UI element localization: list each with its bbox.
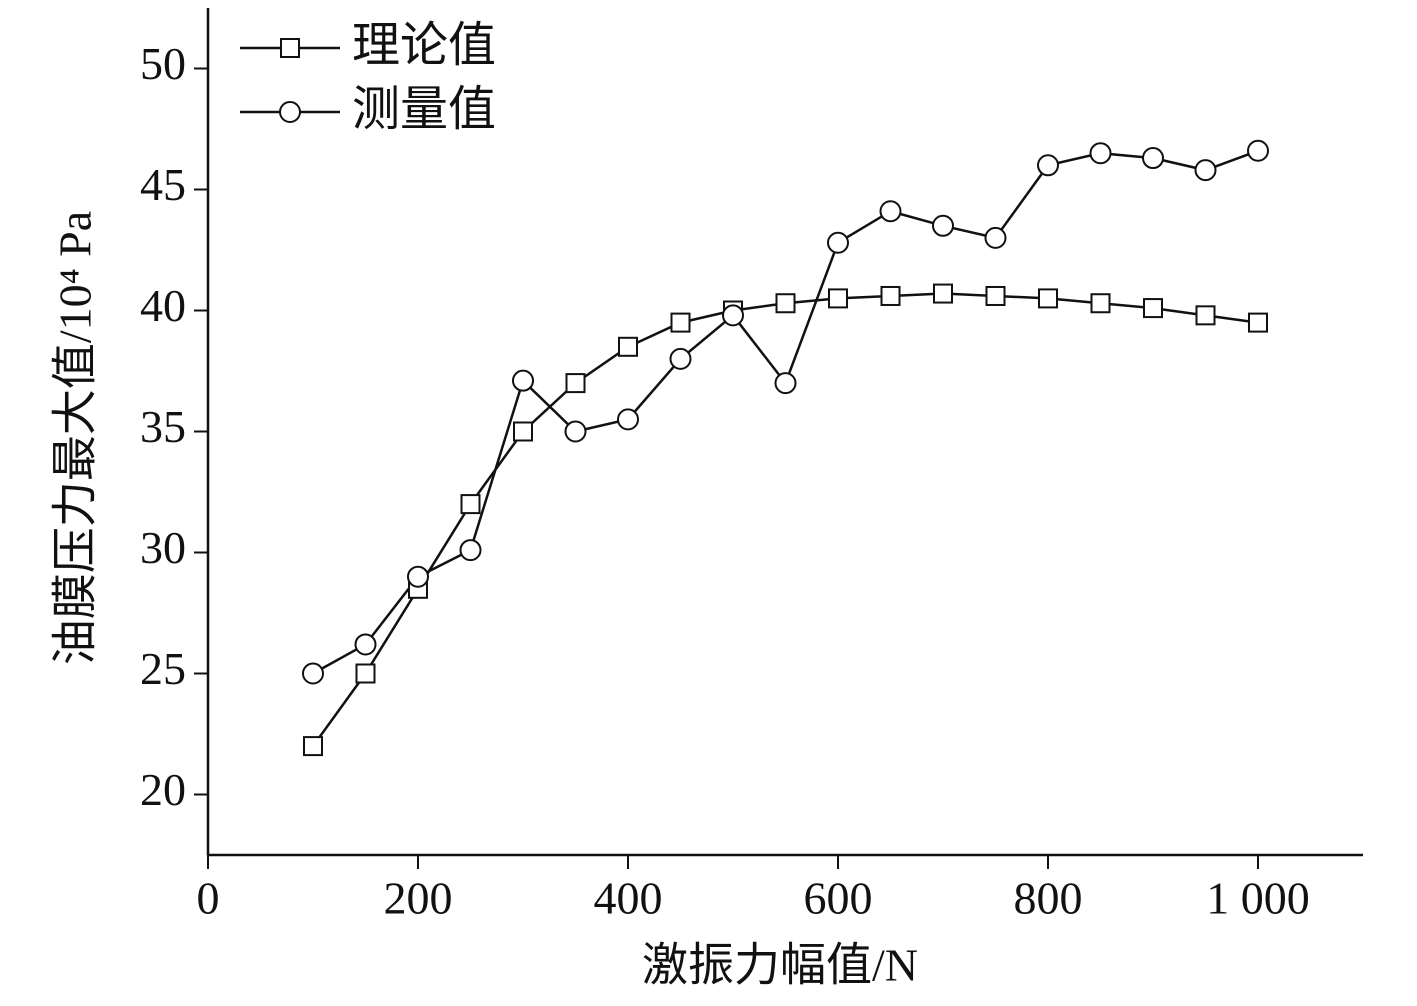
marker-square xyxy=(280,38,300,58)
marker-circle xyxy=(407,565,429,588)
marker-square xyxy=(775,293,796,314)
marker-circle xyxy=(459,539,482,562)
marker-square xyxy=(1195,305,1216,326)
marker-circle xyxy=(722,304,744,327)
marker-circle xyxy=(1194,159,1217,182)
marker-circle xyxy=(879,200,902,223)
y-tick-label: 30 xyxy=(140,522,186,573)
marker-circle xyxy=(564,420,587,443)
marker-square xyxy=(618,336,638,357)
marker-circle xyxy=(354,633,377,656)
marker-circle xyxy=(1142,147,1164,170)
x-tick-label: 200 xyxy=(384,873,453,924)
y-tick-label: 45 xyxy=(140,159,186,210)
marker-circle xyxy=(827,231,849,254)
y-tick-label: 25 xyxy=(140,643,186,694)
marker-circle xyxy=(617,408,639,431)
marker-circle xyxy=(1247,139,1269,162)
marker-circle xyxy=(774,372,797,395)
y-tick-label: 50 xyxy=(140,38,186,89)
y-tick-label: 35 xyxy=(140,401,186,452)
legend-label: 测量值 xyxy=(352,83,496,136)
y-tick-label: 20 xyxy=(140,764,186,815)
marker-circle xyxy=(984,226,1007,249)
marker-square xyxy=(565,373,586,394)
legend-label: 理论值 xyxy=(352,19,496,72)
y-tick-label: 40 xyxy=(140,280,186,331)
x-axis-label: 激振力幅值/N xyxy=(642,940,918,991)
marker-square xyxy=(880,285,901,306)
marker-square xyxy=(460,494,481,515)
series-line xyxy=(312,149,1259,675)
marker-square xyxy=(670,312,691,333)
marker-square xyxy=(933,283,953,304)
x-tick-label: 400 xyxy=(594,873,663,924)
marker-square xyxy=(828,288,848,309)
marker-circle xyxy=(279,101,301,123)
marker-circle xyxy=(932,214,954,237)
marker-square xyxy=(303,736,323,757)
marker-circle xyxy=(1089,142,1112,165)
marker-square xyxy=(1090,293,1111,314)
x-tick-label: 800 xyxy=(1014,873,1083,924)
marker-circle xyxy=(1037,154,1059,177)
marker-square xyxy=(513,421,533,442)
marker-square xyxy=(1143,298,1163,319)
marker-square xyxy=(1038,288,1058,309)
marker-circle xyxy=(512,369,534,392)
marker-square xyxy=(985,285,1006,306)
series-line xyxy=(311,292,1259,747)
marker-square xyxy=(355,663,376,684)
marker-circle xyxy=(669,347,692,370)
x-tick-label: 0 xyxy=(197,873,220,924)
x-tick-label: 600 xyxy=(804,873,873,924)
marker-circle xyxy=(302,662,324,685)
marker-square xyxy=(1248,312,1268,333)
y-axis-label: 油膜压力最大值/10⁴ Pa xyxy=(50,211,101,665)
x-tick-label: 1 000 xyxy=(1206,873,1310,924)
